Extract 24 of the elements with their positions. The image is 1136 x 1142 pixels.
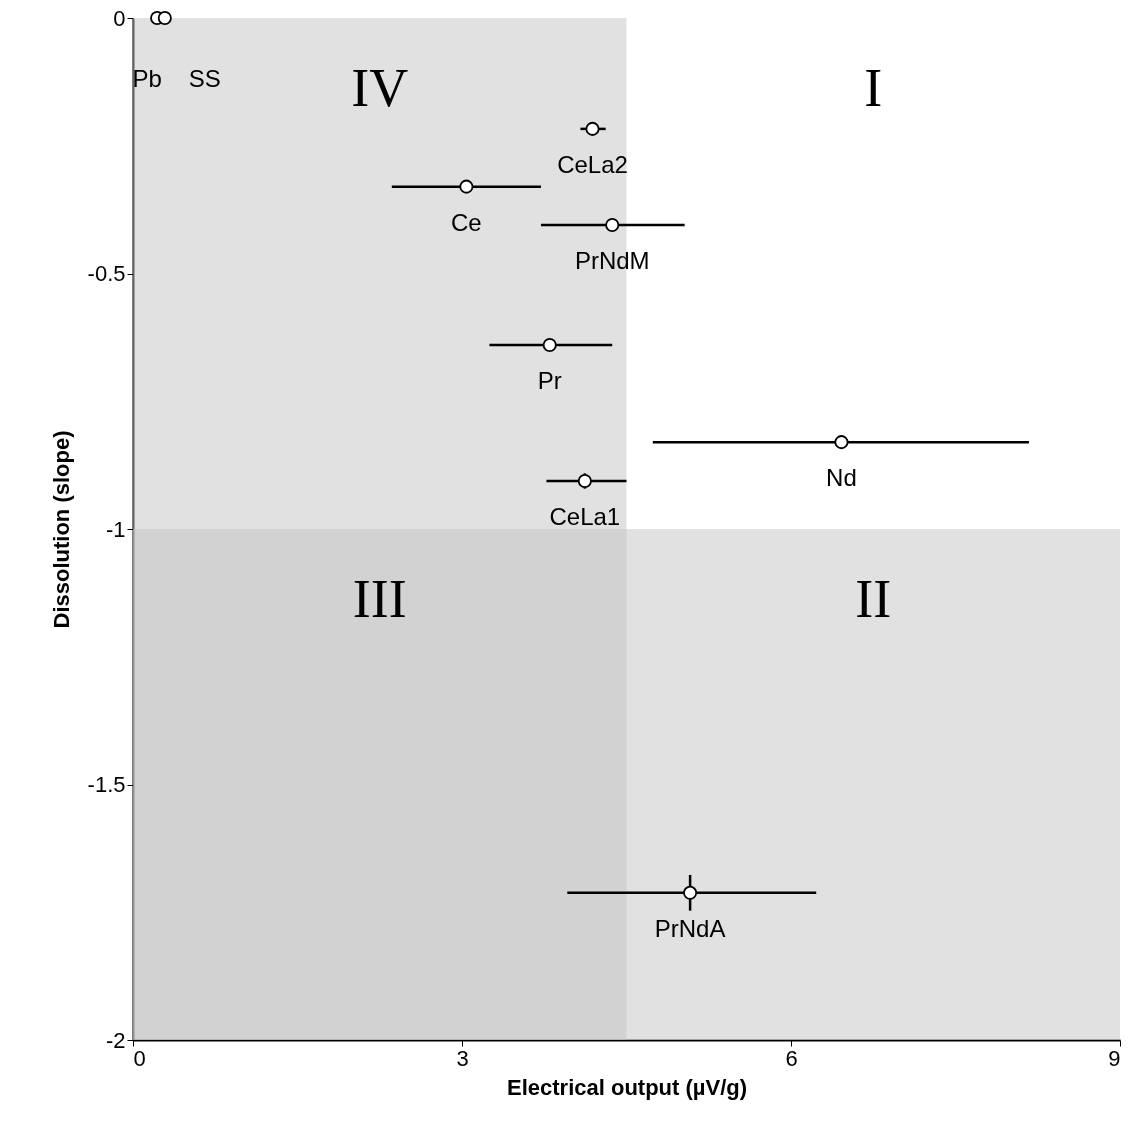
x-axis-title: Electrical output (µV/g) bbox=[506, 1074, 748, 1100]
y-tick-label: -1 bbox=[105, 516, 126, 542]
y-axis-title: Dissolution (slope) bbox=[48, 430, 74, 629]
x-tick-label: 9 bbox=[1108, 1045, 1121, 1071]
annotation: Nd bbox=[826, 464, 857, 492]
annotation: Ce bbox=[451, 208, 482, 236]
annotation: Pb bbox=[132, 65, 162, 92]
annotation: SS bbox=[188, 65, 221, 92]
annotation: IV bbox=[351, 58, 409, 118]
annotation: III bbox=[352, 569, 407, 629]
x-tick-label: 6 bbox=[785, 1045, 798, 1071]
annotation: Pr bbox=[537, 367, 562, 395]
y-tick-label: -2 bbox=[105, 1027, 126, 1053]
y-tick-label: -1.5 bbox=[87, 772, 126, 797]
annotation: CeLa1 bbox=[549, 502, 621, 530]
x-tick-label: 3 bbox=[456, 1045, 469, 1071]
y-tick-label: 0 bbox=[113, 5, 126, 31]
x-tick-label: 0 bbox=[133, 1045, 146, 1071]
annotation: CeLa2 bbox=[557, 150, 628, 178]
annotation: II bbox=[855, 569, 892, 629]
annotation: PrNdA bbox=[654, 914, 726, 942]
annotation: PrNdM bbox=[574, 246, 650, 274]
annotation: I bbox=[864, 58, 883, 118]
y-tick-label: -0.5 bbox=[87, 261, 126, 286]
